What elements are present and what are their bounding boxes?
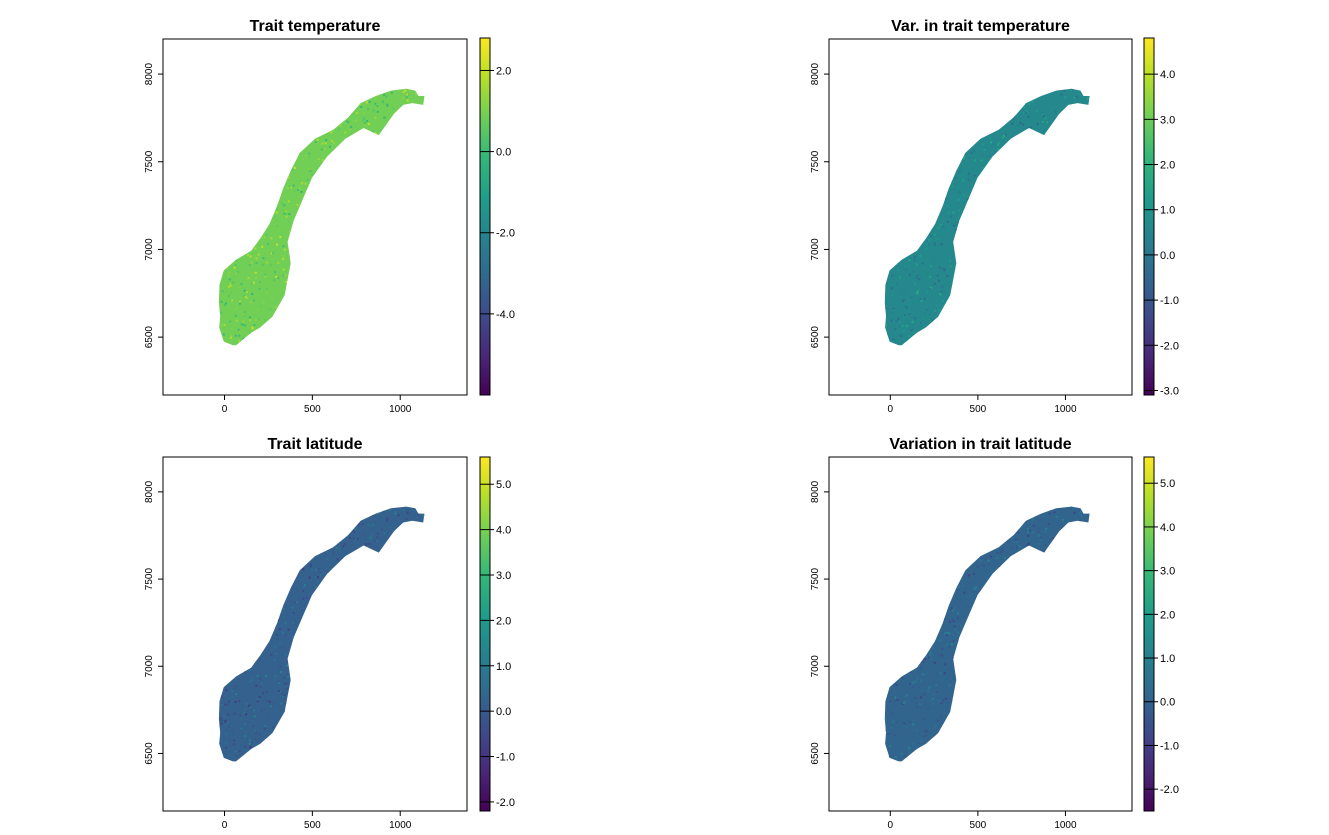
y-tick-label: 7000	[810, 238, 821, 261]
map-panel: Trait temperature 0 500 1000 6500 7000 7500 800…	[144, 18, 515, 415]
map-panel: Variation in trait latitude 0 500 1000 6500 7…	[810, 436, 1179, 831]
x-tick-label: 0	[888, 404, 894, 415]
y-tick-label: 7500	[144, 568, 155, 591]
x-tick-label: 500	[970, 820, 987, 831]
norway-raster	[884, 88, 1090, 346]
colorbar-tick-label: -2.0	[496, 797, 515, 809]
x-tick-label: 0	[888, 820, 894, 831]
norway-raster	[218, 506, 425, 762]
y-tick-label: 7500	[810, 568, 821, 591]
norway-raster	[218, 88, 425, 346]
y-tick-label: 7500	[810, 150, 821, 173]
y-tick-label: 8000	[144, 480, 155, 503]
y-tick-label: 7000	[144, 655, 155, 678]
y-tick-label: 8000	[144, 63, 155, 86]
y-tick-label: 6500	[144, 742, 155, 765]
colorbar-tick-label: -2.0	[1160, 784, 1179, 796]
colorbar-tick-label: 0.0	[496, 147, 511, 159]
colorbar-tick-label: 4.0	[1160, 69, 1175, 81]
x-tick-label: 1000	[1054, 404, 1077, 415]
plot-frame	[162, 456, 468, 812]
colorbar-tick-label: 3.0	[496, 570, 511, 582]
colorbar-tick-label: -2.0	[496, 228, 515, 240]
colorbar-tick-label: -4.0	[496, 309, 515, 321]
x-tick-label: 1000	[389, 404, 412, 415]
colorbar-tick-label: -1.0	[496, 752, 515, 764]
panel-title: Variation in trait latitude	[889, 436, 1071, 453]
y-tick-label: 8000	[810, 63, 821, 86]
norway-raster	[884, 506, 1090, 762]
plot-frame	[828, 38, 1133, 396]
x-tick-label: 1000	[1054, 820, 1077, 831]
y-tick-label: 7000	[810, 655, 821, 678]
colorbar-tick-label: -1.0	[1160, 295, 1179, 307]
y-tick-label: 6500	[810, 742, 821, 765]
panel-title: Trait latitude	[267, 436, 362, 453]
colorbar-tick-label: 5.0	[496, 479, 511, 491]
y-tick-label: 7000	[144, 238, 155, 261]
colorbar-tick-label: 2.0	[1160, 160, 1175, 172]
y-tick-label: 6500	[144, 326, 155, 349]
colorbar-tick-label: -1.0	[1160, 740, 1179, 752]
colorbar-tick-label: -2.0	[1160, 340, 1179, 352]
colorbar-tick-label: 2.0	[496, 65, 511, 77]
colorbar-tick-label: 5.0	[1160, 478, 1175, 490]
colorbar-tick-label: 4.0	[496, 525, 511, 537]
colorbar-tick-label: -3.0	[1160, 385, 1179, 397]
x-tick-label: 500	[970, 404, 987, 415]
plot-frame	[828, 456, 1133, 812]
colorbar-tick-label: 0.0	[1160, 697, 1175, 709]
colorbar-tick-label: 2.0	[496, 615, 511, 627]
x-tick-label: 500	[304, 820, 321, 831]
x-tick-label: 0	[222, 404, 228, 415]
colorbar-tick-label: 1.0	[1160, 653, 1175, 665]
colorbar-tick-label: 1.0	[1160, 205, 1175, 217]
colorbar-tick-label: 4.0	[1160, 522, 1175, 534]
x-tick-label: 0	[222, 820, 228, 831]
colorbar-tick-label: 3.0	[1160, 114, 1175, 126]
colorbar	[1143, 456, 1155, 812]
plot-frame	[162, 38, 468, 396]
map-panel: Trait latitude 0 500 1000 6500 7000 7500 8000 5.…	[144, 436, 515, 831]
x-tick-label: 500	[304, 404, 321, 415]
colorbar-tick-label: 0.0	[496, 706, 511, 718]
panel-title: Var. in trait temperature	[891, 18, 1070, 35]
colorbar-tick-label: 2.0	[1160, 609, 1175, 621]
colorbar	[479, 456, 491, 812]
colorbar	[479, 37, 491, 396]
y-tick-label: 7500	[144, 150, 155, 173]
map-panel: Var. in trait temperature 0 500 1000 6500 700…	[810, 18, 1179, 415]
colorbar-tick-label: 3.0	[1160, 566, 1175, 578]
y-tick-label: 8000	[810, 480, 821, 503]
colorbar-tick-label: 0.0	[1160, 250, 1175, 262]
colorbar	[1143, 37, 1155, 396]
x-tick-label: 1000	[389, 820, 412, 831]
y-tick-label: 6500	[810, 326, 821, 349]
colorbar-tick-label: 1.0	[496, 661, 511, 673]
panel-title: Trait temperature	[250, 18, 381, 35]
